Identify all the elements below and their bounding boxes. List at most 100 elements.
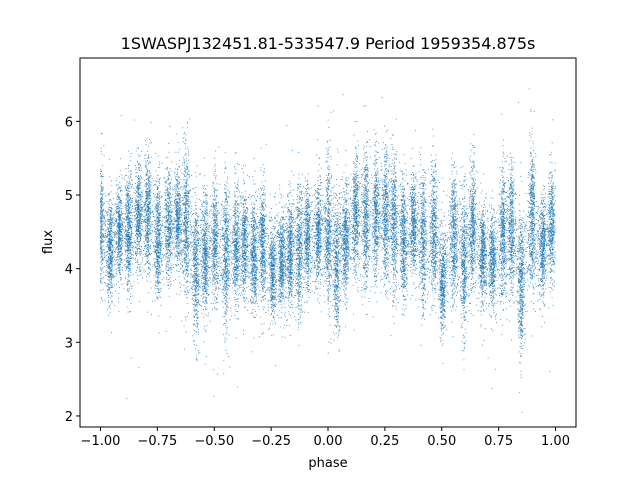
data-point — [337, 316, 339, 318]
data-point — [386, 291, 388, 293]
data-point — [172, 211, 174, 213]
data-point — [384, 229, 385, 231]
data-point — [449, 252, 450, 254]
data-point — [290, 257, 292, 259]
data-point — [535, 256, 536, 258]
data-point — [337, 321, 339, 323]
data-point — [551, 194, 552, 196]
data-point — [325, 239, 327, 241]
data-point — [227, 280, 229, 282]
data-point — [463, 176, 465, 178]
data-point — [496, 302, 498, 304]
data-point — [297, 242, 299, 244]
data-point — [193, 252, 195, 254]
data-point — [394, 244, 396, 246]
data-point — [150, 228, 152, 230]
data-point — [504, 186, 506, 188]
data-point — [126, 397, 128, 399]
data-point — [413, 239, 415, 241]
data-point — [400, 213, 402, 215]
data-point — [468, 235, 470, 237]
data-point — [156, 177, 158, 179]
data-point — [292, 311, 294, 313]
data-point — [112, 240, 114, 242]
data-point — [226, 321, 228, 323]
data-point — [421, 232, 423, 234]
data-point — [175, 177, 177, 179]
data-point — [553, 280, 555, 282]
data-point — [261, 228, 262, 230]
data-point — [157, 242, 159, 243]
data-point — [493, 270, 494, 272]
data-point — [420, 262, 422, 264]
data-point — [510, 222, 512, 224]
data-point — [339, 206, 341, 208]
data-point — [117, 199, 119, 201]
data-point — [493, 277, 495, 279]
data-point — [303, 226, 305, 228]
data-point — [442, 295, 444, 297]
data-point — [418, 202, 420, 204]
data-point — [264, 254, 265, 255]
data-point — [385, 235, 387, 237]
data-point — [510, 272, 512, 273]
data-point — [185, 134, 187, 136]
data-point — [503, 253, 504, 255]
data-point — [327, 261, 329, 263]
data-point — [387, 228, 389, 230]
data-point — [226, 275, 228, 277]
data-point — [235, 213, 237, 215]
data-point — [355, 226, 357, 228]
data-point — [315, 264, 316, 266]
data-point — [513, 185, 515, 187]
data-point — [105, 252, 107, 254]
data-point — [430, 199, 432, 200]
data-point — [226, 299, 228, 301]
data-point — [434, 180, 436, 182]
data-point — [255, 232, 257, 234]
data-point — [206, 259, 207, 261]
data-point — [521, 312, 523, 314]
data-point — [465, 212, 467, 213]
data-point — [153, 264, 155, 265]
data-point — [512, 240, 514, 241]
data-point — [517, 248, 519, 249]
data-point — [202, 201, 204, 203]
data-point — [366, 131, 368, 133]
data-point — [178, 190, 180, 192]
data-point — [118, 225, 120, 227]
data-point — [402, 231, 403, 233]
data-point — [442, 324, 444, 326]
data-point — [344, 182, 346, 184]
data-point — [401, 236, 403, 238]
data-point — [225, 205, 227, 207]
data-point — [231, 236, 233, 238]
data-point — [146, 207, 148, 208]
data-point — [261, 290, 263, 292]
data-point — [391, 206, 393, 208]
data-point — [484, 239, 486, 241]
data-point — [435, 288, 437, 290]
data-point — [413, 229, 415, 231]
data-point — [184, 154, 186, 156]
data-point — [413, 174, 415, 176]
data-point — [369, 250, 371, 252]
data-point — [252, 277, 254, 279]
data-point — [454, 216, 456, 218]
data-point — [327, 250, 329, 252]
data-point — [172, 223, 174, 225]
data-point — [544, 220, 546, 222]
data-point — [463, 295, 465, 296]
data-point — [231, 263, 233, 264]
data-point — [482, 220, 484, 222]
data-point — [530, 193, 532, 194]
data-point — [269, 212, 271, 214]
data-point — [370, 255, 372, 257]
data-point — [187, 280, 188, 282]
data-point — [504, 248, 506, 249]
data-point — [288, 220, 290, 222]
data-point — [187, 221, 189, 223]
data-point — [396, 288, 398, 290]
data-point — [318, 206, 319, 208]
data-point — [114, 213, 115, 214]
